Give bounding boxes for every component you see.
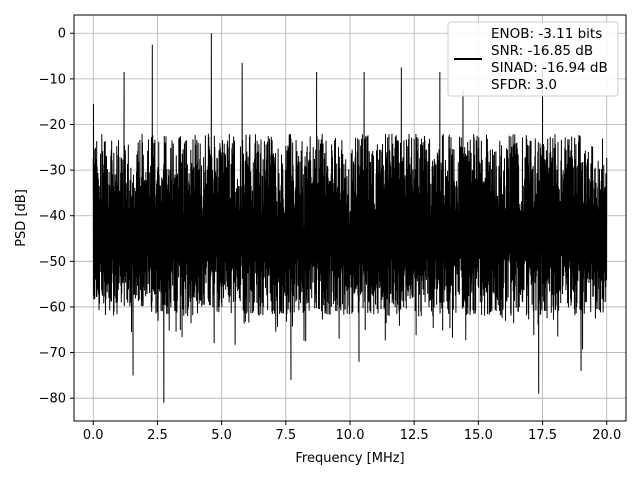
x-axis-label: Frequency [MHz]	[295, 451, 404, 466]
y-tick-label: −50	[39, 255, 66, 270]
y-tick-label: −80	[39, 392, 66, 407]
legend-entry-snr: SNR: -16.85 dB	[491, 43, 593, 59]
x-tick-label: 12.5	[400, 428, 429, 443]
legend-entry-sinad: SINAD: -16.94 dB	[491, 60, 608, 76]
y-tick-label: −40	[39, 209, 66, 224]
x-tick-label: 5.0	[211, 428, 232, 443]
x-tick-label: 2.5	[147, 428, 168, 443]
x-tick-label: 0.0	[83, 428, 104, 443]
x-tick-label: 7.5	[275, 428, 296, 443]
y-tick-label: −30	[39, 164, 66, 179]
legend: ENOB: -3.11 bits SNR: -16.85 dB SINAD: -…	[447, 21, 619, 97]
y-axis-ticks: 0 −10 −20 −30 −40 −50 −60 −70 −80	[39, 27, 74, 407]
y-tick-label: −10	[39, 72, 66, 87]
y-tick-label: 0	[58, 27, 66, 42]
legend-entry-sfdr: SFDR: 3.0	[491, 77, 557, 93]
plot-area	[92, 33, 608, 403]
y-tick-label: −60	[39, 300, 66, 315]
psd-series-line	[92, 33, 608, 403]
x-tick-label: 10.0	[336, 428, 365, 443]
x-tick-label: 20.0	[592, 428, 621, 443]
x-axis-ticks: 0.0 2.5 5.0 7.5 10.0 12.5 15.0 17.5 20.0	[83, 421, 621, 443]
y-tick-label: −70	[39, 346, 66, 361]
legend-entry-enob: ENOB: -3.11 bits	[491, 26, 602, 42]
x-tick-label: 15.0	[464, 428, 493, 443]
y-tick-label: −20	[39, 118, 66, 133]
legend-box	[447, 21, 619, 97]
y-axis-label: PSD [dB]	[14, 189, 29, 247]
x-tick-label: 17.5	[528, 428, 557, 443]
